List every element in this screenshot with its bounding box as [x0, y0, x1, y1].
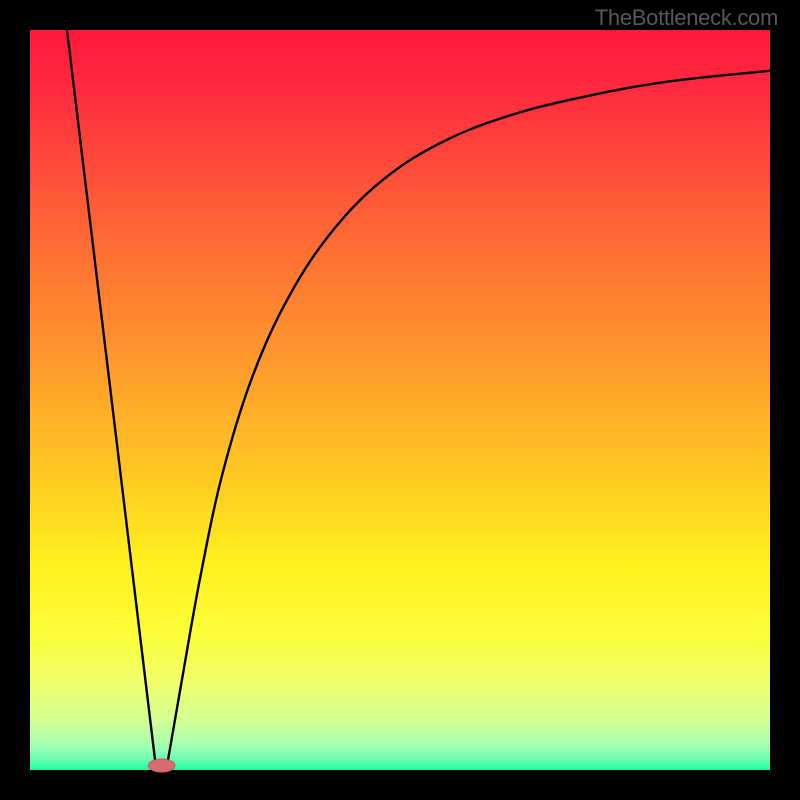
plot-background	[30, 30, 770, 770]
watermark-text: TheBottleneck.com	[595, 5, 778, 31]
chart-container: TheBottleneck.com	[0, 0, 800, 800]
chart-svg	[0, 0, 800, 800]
optimal-marker	[148, 759, 175, 772]
